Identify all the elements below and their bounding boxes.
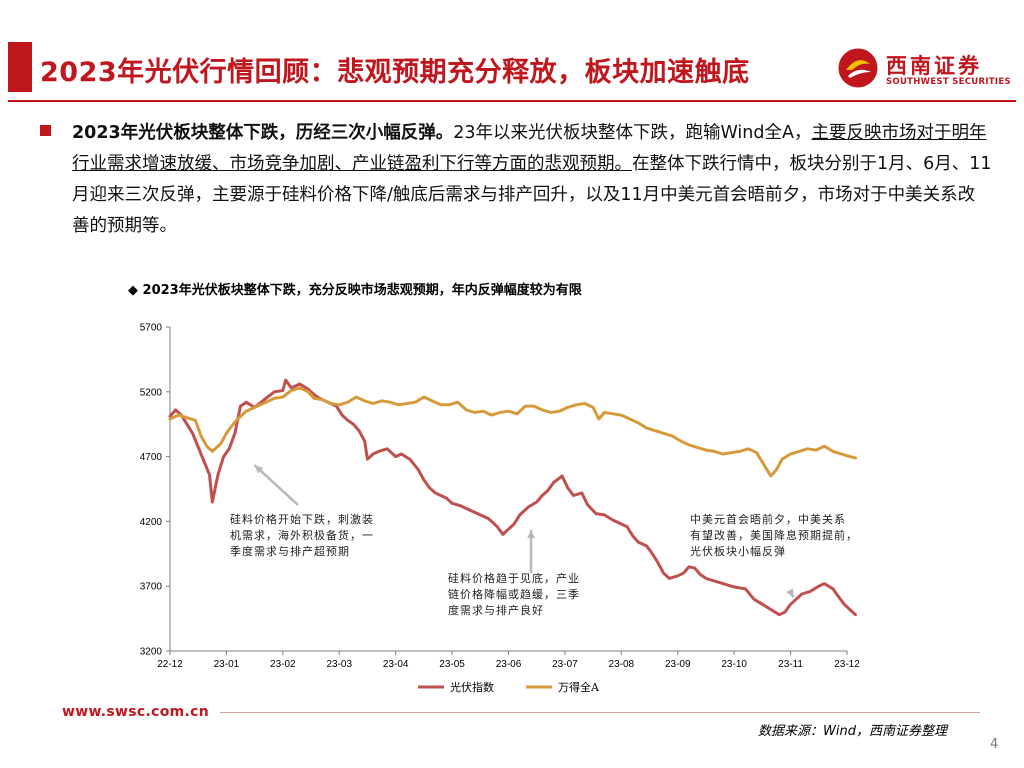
title-divider <box>8 100 1016 102</box>
legend-label: 万得全A <box>558 680 600 694</box>
x-tick-label: 22-12 <box>157 659 183 670</box>
y-tick-label: 4200 <box>140 517 163 528</box>
x-tick-label: 23-09 <box>665 659 691 670</box>
annotation-text-line: 硅料价格开始下跌，刺激装 <box>230 512 374 526</box>
data-source: 数据来源：Wind，西南证券整理 <box>758 724 947 739</box>
y-tick-label: 5200 <box>140 387 163 398</box>
annotation-text-line: 度需求与排产良好 <box>448 603 544 617</box>
x-tick-label: 23-12 <box>834 659 860 670</box>
x-tick-label: 23-08 <box>609 659 635 670</box>
x-tick-label: 23-10 <box>721 659 747 670</box>
annotation-text-line: 季度需求与排产超预期 <box>230 544 350 558</box>
summary-underlined: 主要反映市场对于明年行业需求增速放缓、市场竞争加剧、产业链盈利下行等方面的悲观预… <box>72 123 987 174</box>
x-tick-label: 23-07 <box>552 659 578 670</box>
annotation-text-line: 机需求，海外积极备货，一 <box>230 528 374 542</box>
x-tick-label: 23-03 <box>326 659 352 670</box>
legend-label: 光伏指数 <box>450 680 494 694</box>
y-tick-label: 3700 <box>140 582 163 593</box>
company-logo: 西南证券 SOUTHWEST SECURITIES <box>838 46 1011 90</box>
x-tick-label: 23-05 <box>439 659 465 670</box>
annotation-text-line: 硅料价格趋于见底，产业 <box>448 571 580 585</box>
logo-name-cn: 西南证券 <box>886 53 982 78</box>
annotation-text-line: 光伏板块小幅反弹 <box>690 544 786 558</box>
annotation-text-line: 有望改善，美国降息预期提前， <box>690 528 858 542</box>
annotation-text-line: 链价格降幅或趋缓，三季 <box>448 587 580 601</box>
annotation-arrow-head <box>527 529 535 539</box>
y-tick-label: 4700 <box>140 452 163 463</box>
page-title: 2023年光伏行情回顾：悲观预期充分释放，板块加速触底 <box>40 57 750 88</box>
x-tick-label: 23-01 <box>214 659 240 670</box>
summary-paragraph: 2023年光伏板块整体下跌，历经三次小幅反弹。23年以来光伏板块整体下跌，跑输W… <box>72 118 992 242</box>
summary-text-2: 在整体下跌行情中，板块分别于1月、6月、11月迎来三次反弹，主要源于硅料价格下降… <box>72 154 992 236</box>
annotation-arrow-head <box>254 465 264 474</box>
x-tick-label: 23-02 <box>270 659 296 670</box>
x-tick-label: 23-11 <box>778 659 803 670</box>
series-line-wind-all-a <box>168 386 857 478</box>
footer-url[interactable]: www.swsc.com.cn <box>62 704 210 720</box>
x-tick-label: 23-04 <box>383 659 409 670</box>
chart-title: ◆ 2023年光伏板块整体下跌，充分反映市场悲观预期，年内反弹幅度较为有限 <box>128 283 582 298</box>
footer-divider <box>220 712 980 713</box>
page-number: 4 <box>990 737 999 752</box>
annotation-arrow-line <box>253 464 299 506</box>
summary-text-1: 23年以来光伏板块整体下跌，跑输Wind全A， <box>453 123 812 143</box>
annotation-text-line: 中美元首会晤前夕，中美关系 <box>690 512 846 526</box>
x-tick-label: 23-06 <box>496 659 522 670</box>
y-tick-label: 3200 <box>140 647 163 658</box>
bullet-square-icon <box>40 125 51 136</box>
title-accent-bar <box>8 42 32 92</box>
logo-mark-icon <box>838 48 878 88</box>
summary-lead: 2023年光伏板块整体下跌，历经三次小幅反弹。 <box>72 123 454 143</box>
annotation-arrow-head <box>786 588 794 598</box>
series-line-pv-index <box>168 378 857 617</box>
logo-name-en: SOUTHWEST SECURITIES <box>886 77 1011 87</box>
y-tick-label: 5700 <box>140 323 163 334</box>
line-chart: 3200 3700 4200 4700 5200 5700 22-12 23-01 23-02 2… <box>140 323 860 695</box>
